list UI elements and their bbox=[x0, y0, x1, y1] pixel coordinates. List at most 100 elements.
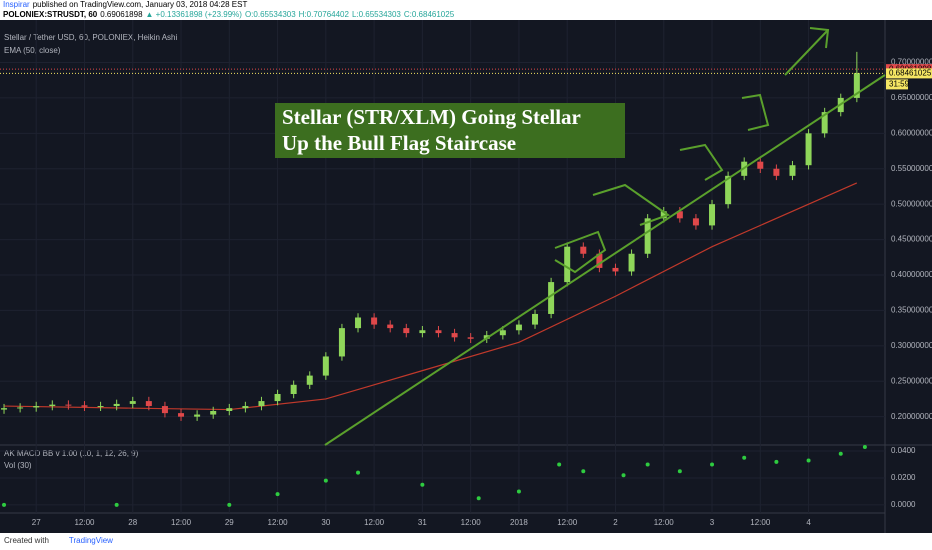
macd-dot bbox=[621, 473, 626, 478]
drawings bbox=[324, 27, 886, 446]
candle-body bbox=[387, 324, 394, 329]
y-tick-label: 0.65000000 bbox=[891, 93, 932, 102]
candle-body bbox=[403, 328, 410, 334]
candle-body bbox=[113, 403, 120, 407]
macd-dot bbox=[2, 502, 7, 507]
candle-body bbox=[97, 406, 104, 408]
y-tick-label: 0.70000000 bbox=[891, 58, 932, 67]
y-tick-label: 0.60000000 bbox=[891, 128, 932, 137]
candle-body bbox=[33, 406, 40, 408]
x-tick-label: 2018 bbox=[510, 518, 528, 527]
macd-dot bbox=[581, 469, 586, 474]
countdown: 31:59 bbox=[889, 80, 910, 89]
price-label: 0.68461025 bbox=[889, 69, 932, 78]
y-tick-label: 0.40000000 bbox=[891, 270, 932, 279]
candle-body bbox=[338, 328, 345, 357]
y-tick-label: 0.30000000 bbox=[891, 341, 932, 350]
x-tick-label: 3 bbox=[710, 518, 715, 527]
annotation: Stellar (STR/XLM) Going Stellar bbox=[282, 105, 581, 129]
candle-body bbox=[644, 218, 651, 254]
background bbox=[0, 20, 932, 533]
x-tick-label: 12:00 bbox=[750, 518, 771, 527]
candle-body bbox=[692, 218, 699, 226]
bull-flag bbox=[592, 183, 671, 226]
candle-body bbox=[853, 73, 860, 98]
macd-dot bbox=[420, 482, 425, 487]
x-tick-label: 27 bbox=[32, 518, 41, 527]
created: Created with bbox=[4, 536, 49, 545]
ohlc: O:0.65534303 bbox=[244, 10, 296, 19]
macd-dot bbox=[710, 462, 715, 467]
macd-dot bbox=[838, 451, 843, 456]
macd-dot bbox=[323, 478, 328, 483]
macd-dot bbox=[742, 455, 747, 460]
candle-body bbox=[194, 414, 201, 417]
x-tick-label: 12:00 bbox=[364, 518, 385, 527]
arrow-head bbox=[809, 27, 830, 49]
candle-body bbox=[612, 267, 619, 272]
candle-body bbox=[805, 133, 812, 166]
candle-body bbox=[178, 413, 185, 417]
x-tick-label: 4 bbox=[806, 518, 811, 527]
ohlc: C:0.68461025 bbox=[403, 10, 455, 19]
trend-line bbox=[324, 74, 886, 446]
macd-dot bbox=[645, 462, 650, 467]
candle-body bbox=[1, 408, 8, 410]
legend-ema: EMA (50, close) bbox=[4, 46, 61, 55]
candle-body bbox=[49, 404, 56, 407]
countdown-box bbox=[886, 79, 908, 90]
x-tick-label: 2 bbox=[613, 518, 618, 527]
x-tick-label: 29 bbox=[225, 518, 234, 527]
x-tick-label: 12:00 bbox=[557, 518, 578, 527]
annotation: Up the Bull Flag Staircase bbox=[282, 131, 516, 155]
x-tick-label: 28 bbox=[128, 518, 137, 527]
candle-body bbox=[258, 401, 265, 407]
footer: Created with TradingView bbox=[4, 536, 113, 545]
macd-dot bbox=[227, 502, 232, 507]
annotation-box bbox=[275, 103, 625, 158]
symbol: POLONIEX:STRUSDT, 60 bbox=[3, 10, 98, 19]
candle-body bbox=[355, 317, 362, 329]
last: 0.69061898 bbox=[100, 10, 143, 19]
macd-dot bbox=[356, 470, 361, 475]
candle-body bbox=[145, 401, 152, 407]
macd-title: AK MACD BB v 1.00 (10, 1, 12, 26, 9) bbox=[4, 449, 139, 458]
vol-title: Vol (30) bbox=[4, 461, 32, 470]
candle-body bbox=[499, 330, 506, 336]
candle-body bbox=[161, 406, 168, 414]
y-tick-label: 0.0200 bbox=[891, 473, 916, 482]
bull-flag bbox=[741, 93, 770, 131]
macd-dot bbox=[476, 496, 481, 501]
brand[interactable]: TradingView bbox=[68, 536, 113, 545]
macd-dot bbox=[557, 462, 562, 467]
macd-dot bbox=[862, 445, 867, 450]
candle-body bbox=[419, 330, 426, 334]
ohlc: H:0.70764402 bbox=[298, 10, 349, 19]
ohlc: L:0.65534303 bbox=[351, 10, 401, 19]
candle-body bbox=[371, 317, 378, 325]
y-tick-label: 0.55000000 bbox=[891, 164, 932, 173]
candle-body bbox=[789, 165, 796, 176]
y-tick-label: 0.50000000 bbox=[891, 199, 932, 208]
candle-body bbox=[65, 404, 72, 406]
y-tick-label: 0.0400 bbox=[891, 446, 916, 455]
candle-body bbox=[660, 211, 667, 219]
chart: Stellar / Tether USD, 60, POLONIEX, Heik… bbox=[0, 20, 932, 533]
candle-body bbox=[322, 356, 329, 376]
candle-body bbox=[821, 112, 828, 134]
candle-body bbox=[435, 330, 442, 334]
candle-body bbox=[210, 411, 217, 415]
candle-body bbox=[274, 394, 281, 402]
candle-body bbox=[532, 313, 539, 325]
y-tick-label: 0.45000000 bbox=[891, 235, 932, 244]
candle-body bbox=[515, 324, 522, 331]
author[interactable]: Inspirar bbox=[3, 0, 30, 9]
x-tick-label: 30 bbox=[321, 518, 330, 527]
candle-body bbox=[676, 211, 683, 219]
candle-body bbox=[467, 337, 474, 339]
candle-body bbox=[17, 407, 24, 409]
candle-body bbox=[580, 246, 587, 254]
candle-body bbox=[564, 246, 571, 283]
bull-flag bbox=[679, 143, 724, 181]
arrow bbox=[784, 29, 829, 76]
